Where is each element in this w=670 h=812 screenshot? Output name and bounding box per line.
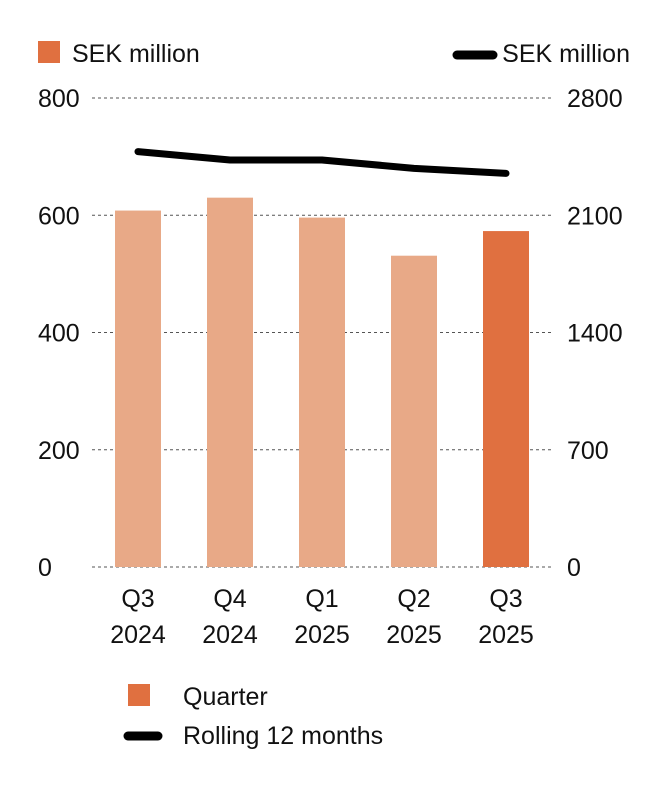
bar xyxy=(483,231,529,568)
legend-quarter-swatch xyxy=(128,684,150,706)
bar-series xyxy=(115,197,529,568)
right-axis-ticks: 0 700 1400 2100 2800 xyxy=(567,85,623,582)
rolling-12-months-line xyxy=(134,148,510,177)
bar xyxy=(115,210,161,567)
right-unit-label: SEK million xyxy=(502,40,630,68)
category-label: Q1 xyxy=(305,585,338,613)
category-label: Q3 xyxy=(121,585,154,613)
bar xyxy=(299,217,345,567)
left-unit-label: SEK million xyxy=(72,40,200,68)
left-tick-label: 0 xyxy=(38,554,52,582)
category-label: 2025 xyxy=(294,621,350,649)
left-unit-swatch xyxy=(38,41,60,63)
line-series xyxy=(134,148,510,177)
category-label: 2025 xyxy=(386,621,442,649)
category-label: 2025 xyxy=(478,621,534,649)
category-label: Q4 xyxy=(213,585,246,613)
bar xyxy=(207,197,253,567)
left-tick-label: 200 xyxy=(38,437,80,465)
left-tick-label: 800 xyxy=(38,85,80,113)
legend-quarter-label: Quarter xyxy=(183,683,268,711)
left-tick-label: 400 xyxy=(38,320,80,348)
category-label: Q2 xyxy=(397,585,430,613)
category-label: 2024 xyxy=(110,621,166,649)
right-tick-label: 1400 xyxy=(567,320,623,348)
left-axis-ticks: 0 200 400 600 800 xyxy=(38,85,80,582)
category-label: 2024 xyxy=(202,621,258,649)
category-label: Q3 xyxy=(489,585,522,613)
left-tick-label: 600 xyxy=(38,202,80,230)
bar xyxy=(391,255,437,568)
legend-rolling-label: Rolling 12 months xyxy=(183,722,383,750)
category-labels: Q3 2024 Q4 2024 Q1 2025 Q2 2025 Q3 2025 xyxy=(110,585,534,649)
right-tick-label: 700 xyxy=(567,437,609,465)
right-tick-label: 2800 xyxy=(567,85,623,113)
right-tick-label: 2100 xyxy=(567,202,623,230)
right-tick-label: 0 xyxy=(567,554,581,582)
